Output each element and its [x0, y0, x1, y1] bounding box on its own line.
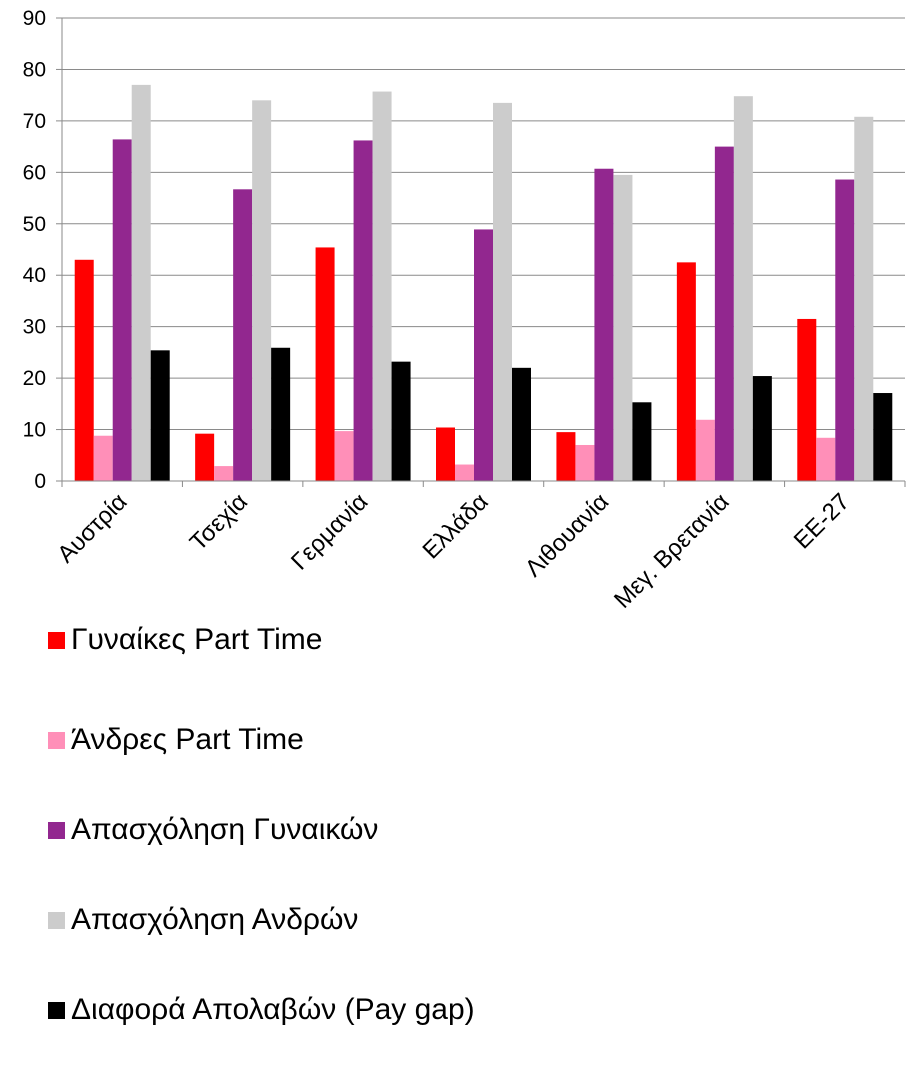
bar	[733, 96, 753, 481]
bar	[613, 174, 633, 481]
bar	[455, 464, 474, 481]
legend-label: Άνδρες Part Time	[71, 723, 304, 756]
x-category-label: Αυστρία	[52, 488, 132, 568]
legend-label: Απασχόληση Γυναικών	[71, 813, 379, 846]
bar	[556, 432, 576, 481]
bar	[436, 427, 455, 481]
bar	[474, 229, 493, 481]
x-category-label: ΕΕ-27	[789, 488, 855, 554]
legend-item: Διαφορά Απολαβών (Pay gap)	[48, 992, 501, 1028]
bars	[74, 84, 893, 482]
bar	[594, 168, 614, 481]
legend-label: Απασχόληση Ανδρών	[71, 903, 359, 936]
x-category-label: Ελλάδα	[418, 488, 494, 564]
y-tick-label: 30	[23, 316, 46, 339]
bar	[676, 262, 696, 481]
bar	[112, 139, 132, 482]
bar	[372, 91, 392, 481]
bar	[816, 437, 836, 481]
legend-item: Απασχόληση Γυναικών	[48, 812, 511, 848]
bar-chart: 0 10 20 30 40 50 60 70 80 90 Αυστρία Τσεχία Γερμανί…	[23, 7, 906, 614]
y-tick-label: 50	[23, 213, 46, 236]
legend-swatch	[48, 912, 65, 929]
gridlines	[62, 17, 905, 431]
y-tick-label: 10	[23, 419, 46, 442]
axes	[56, 17, 906, 487]
bar	[873, 393, 893, 481]
x-category-label: Τσεχία	[185, 488, 253, 556]
y-tick-label: 20	[23, 367, 46, 390]
legend-label: Γυναίκες Part Time	[71, 623, 323, 656]
legend-swatch	[48, 632, 65, 649]
x-category-label: Λιθουανία	[520, 488, 614, 582]
legend-swatch	[48, 822, 65, 839]
bar	[93, 435, 113, 481]
y-tick-label: 70	[23, 110, 46, 133]
bar	[233, 189, 253, 481]
bar	[195, 433, 215, 481]
legend-swatch	[48, 732, 65, 749]
bar	[214, 466, 234, 481]
bar	[131, 84, 151, 481]
bar	[271, 347, 291, 481]
legend-item: Γυναίκες Part Time	[48, 622, 511, 658]
bar	[150, 350, 170, 481]
bar	[315, 247, 335, 481]
y-tick-label: 80	[23, 58, 46, 81]
x-axis-labels: Αυστρία Τσεχία Γερμανία Ελλάδα ΛιθουανίαΜεγ.…	[52, 488, 855, 614]
legend-item: Άνδρες Part Time	[48, 722, 511, 758]
bar	[252, 100, 272, 482]
bar	[835, 179, 855, 481]
y-axis-ticks: 0 10 20 30 40 50 60 70 80 90	[23, 7, 46, 493]
bar	[493, 102, 512, 481]
bar	[632, 402, 652, 481]
y-tick-label: 0	[34, 470, 46, 493]
bar	[391, 361, 411, 481]
bar	[752, 376, 772, 481]
x-category-label: Γερμανία	[286, 488, 373, 575]
legend-item: Απασχόληση Ανδρών	[48, 902, 511, 938]
x-category-label: Μεγ. Βρετανία	[609, 488, 735, 614]
y-tick-label: 40	[23, 264, 46, 287]
y-tick-label: 90	[23, 7, 46, 30]
bar	[353, 140, 373, 481]
bar	[797, 318, 817, 481]
bar	[334, 431, 354, 481]
legend-label: Διαφορά Απολαβών (Pay gap)	[71, 993, 475, 1026]
bar	[854, 116, 874, 482]
bar	[714, 146, 734, 481]
y-tick-label: 60	[23, 161, 46, 184]
bar	[575, 444, 595, 481]
bar	[512, 367, 531, 481]
legend-swatch	[48, 1002, 65, 1019]
bar	[74, 259, 94, 481]
bar	[695, 419, 715, 481]
